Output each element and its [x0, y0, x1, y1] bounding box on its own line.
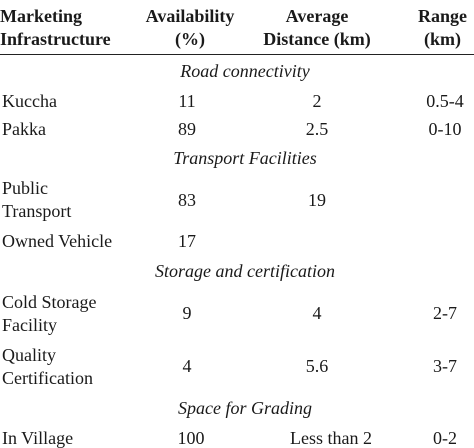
- header-average-distance-line2: Distance (km): [263, 29, 371, 49]
- row-distance: 5.6: [305, 356, 329, 376]
- row-range: 2-7: [433, 303, 457, 323]
- row-name: In Village: [2, 428, 74, 448]
- section-title-transport-facilities: Transport Facilities: [173, 148, 317, 168]
- row-name-line1: Cold Storage: [2, 292, 97, 312]
- row-distance: 4: [312, 303, 322, 323]
- row-distance: 2.5: [305, 119, 329, 139]
- header-availability-line1: Availability: [145, 6, 235, 26]
- header-range-line1: Range: [418, 6, 467, 26]
- header-marketing-infrastructure-line2: Infrastructure: [0, 29, 111, 49]
- header-marketing-infrastructure-line1: Marketing: [0, 6, 82, 26]
- row-name-line1: Public: [2, 178, 49, 198]
- row-distance: 19: [308, 190, 326, 210]
- section-title-road-connectivity: Road connectivity: [180, 61, 310, 81]
- row-availability: 83: [178, 190, 196, 210]
- header-average-distance-line1: Average: [285, 6, 349, 26]
- row-availability: 89: [178, 119, 196, 139]
- row-availability: 4: [182, 356, 192, 376]
- section-title-storage-and-certification: Storage and certification: [155, 261, 335, 281]
- row-availability: 11: [178, 91, 196, 111]
- row-range: 0-2: [433, 428, 457, 448]
- row-name-line1: Quality: [2, 345, 56, 365]
- row-range: 3-7: [433, 356, 457, 376]
- header-range-line2: (km): [424, 29, 461, 49]
- header-availability-line2: (%): [175, 29, 205, 49]
- row-distance: Less than 2: [290, 428, 372, 448]
- row-name-line2: Transport: [2, 201, 72, 221]
- row-range: 0.5-4: [426, 91, 464, 111]
- section-title-space-for-grading: Space for Grading: [178, 398, 312, 418]
- row-range: 0-10: [428, 119, 462, 139]
- row-availability: 17: [178, 231, 196, 251]
- row-name: Owned Vehicle: [2, 231, 113, 251]
- row-availability: 100: [177, 428, 205, 448]
- row-distance: 2: [312, 91, 322, 111]
- header-divider: [0, 54, 474, 55]
- row-availability: 9: [182, 303, 192, 323]
- row-name: Kuccha: [2, 91, 57, 111]
- row-name-line2: Facility: [2, 315, 57, 335]
- row-name: Pakka: [2, 119, 46, 139]
- row-name-line2: Certification: [2, 368, 93, 388]
